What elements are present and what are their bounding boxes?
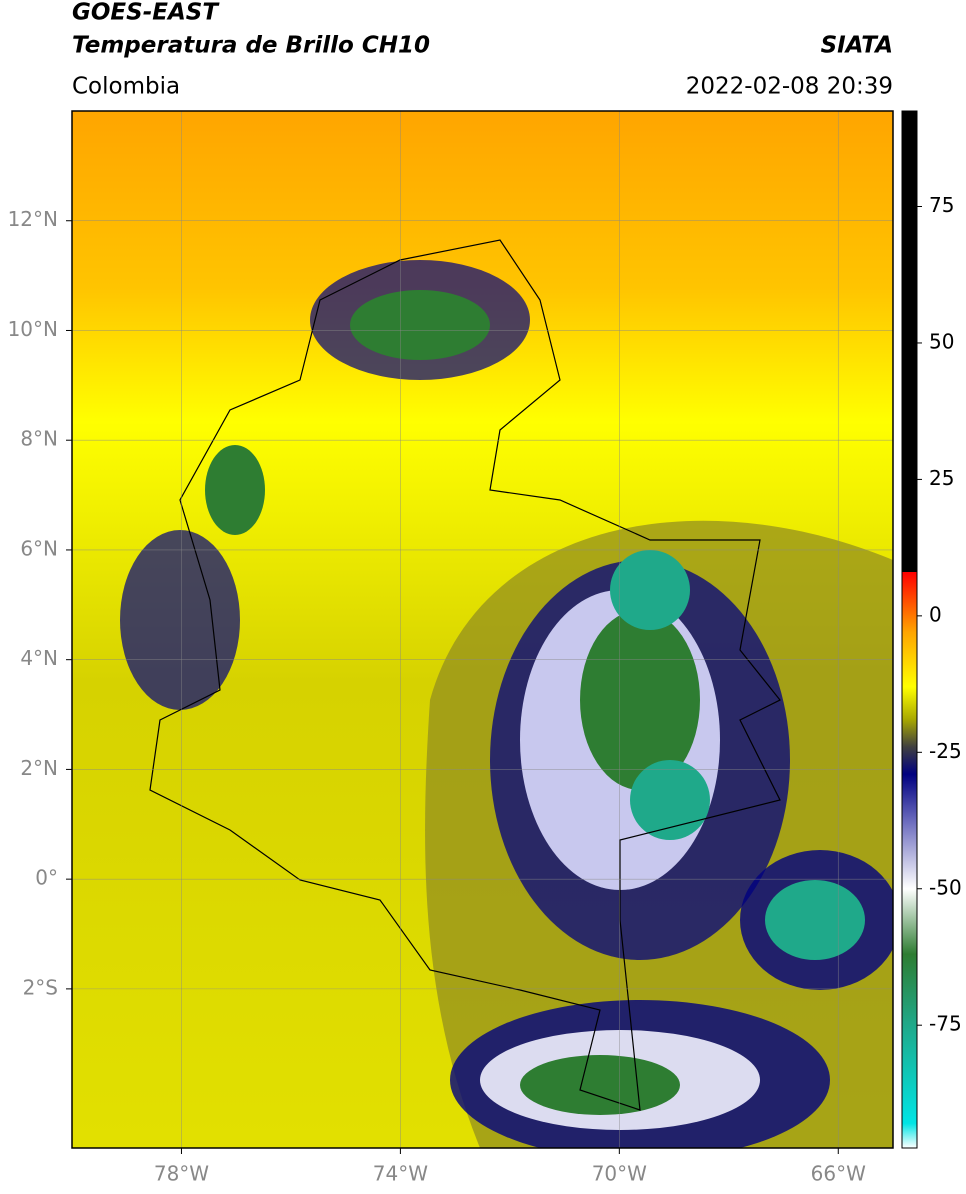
x-tick-label: 66°W: [811, 1162, 866, 1186]
colorbar-tick-label: 25: [929, 466, 954, 490]
title: GOES-EAST: [72, 0, 220, 26]
source: SIATA: [821, 33, 893, 59]
colorbar-tick-label: -75: [929, 1012, 962, 1036]
colorbar-tick-label: -50: [929, 875, 962, 899]
region: Colombia: [72, 74, 180, 100]
colorbar: [901, 110, 918, 1149]
y-tick-label: 6°N: [20, 536, 58, 560]
datetime: 2022-02-08 20:39: [686, 74, 893, 100]
y-tick-label: 2°S: [23, 975, 58, 999]
colorbar-tick-label: 75: [929, 193, 954, 217]
colorbar-tick-label: 50: [929, 329, 954, 353]
y-tick-label: 0°: [35, 866, 58, 890]
map-frame: [71, 110, 894, 1149]
x-tick-label: 78°W: [154, 1162, 209, 1186]
subtitle: Temperatura de Brillo CH10: [72, 33, 430, 59]
y-tick-label: 12°N: [8, 207, 58, 231]
colorbar-tick-label: -25: [929, 739, 962, 763]
y-tick-label: 4°N: [20, 646, 58, 670]
y-tick-label: 8°N: [20, 427, 58, 451]
satellite-image: [72, 111, 893, 1148]
y-tick-label: 2°N: [20, 756, 58, 780]
y-tick-label: 10°N: [8, 317, 58, 341]
colorbar-tick-label: 0: [929, 602, 942, 626]
x-tick-label: 70°W: [592, 1162, 647, 1186]
x-tick-label: 74°W: [373, 1162, 428, 1186]
